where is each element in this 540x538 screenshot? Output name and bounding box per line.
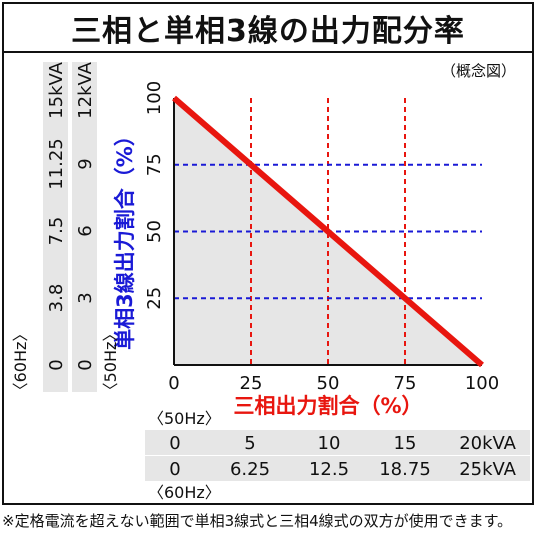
y-tick-label: 50 [144, 220, 165, 243]
left-table-cell: 6 [75, 225, 96, 236]
left-table-cell: 7.5 [46, 217, 67, 246]
table-col-bg [43, 62, 68, 392]
series-line [172, 95, 484, 368]
x-tick-label: 50 [317, 373, 340, 394]
table-row-bg [145, 456, 530, 481]
y-tick-label: 75 [144, 153, 165, 176]
left-table-cell: 3.8 [46, 284, 67, 313]
left-col-label-60hz: 〈60Hz〉 [11, 326, 30, 399]
left-table-cell: 3 [75, 292, 96, 303]
bottom-table-cell: 5 [244, 433, 255, 454]
left-table-cell: 11.25 [46, 138, 67, 190]
footnote: ※定格電流を超えない範囲で単相3線式と三相4線式の双方が使用できます。 [2, 512, 513, 530]
x-tick-label: 75 [394, 373, 417, 394]
left-table-cell: 9 [75, 158, 96, 169]
y-tick-label: 25 [144, 287, 165, 310]
bottom-table-cell: 0 [169, 433, 180, 454]
bottom-table-cell: 10 [318, 433, 341, 454]
chart-note: （概念図） [441, 62, 516, 80]
chart: （概念図）0 25 50 75 100255075100三相出力割合（%）単相3線出力割… [11, 61, 530, 502]
x-tick-label: 25 [240, 373, 263, 394]
x-axis-label: 三相出力割合（%） [233, 394, 422, 418]
bottom-row-label-60hz: 〈60Hz〉 [148, 483, 221, 502]
bottom-table-cell: 6.25 [230, 459, 270, 480]
x-tick-label: 100 [465, 373, 499, 394]
bottom-table-cell: 12.5 [309, 459, 349, 480]
bottom-table-cell: 18.75 [379, 459, 431, 480]
y-tick-label: 100 [144, 81, 165, 115]
figure-frame: 三相と単相3線の出力配分率 [2, 2, 534, 505]
left-table-cell: 15kVA [46, 61, 67, 118]
bottom-row-label-50hz: 〈50Hz〉 [148, 409, 221, 428]
bottom-table-cell: 15 [394, 433, 417, 454]
table-col-bg [72, 62, 97, 392]
title-bar: 三相と単相3線の出力配分率 [4, 4, 532, 53]
bottom-table-cell: 25kVA [459, 459, 516, 480]
bottom-table-cell: 20kVA [459, 433, 516, 454]
x-tick-label: 0 [168, 373, 179, 394]
y-axis-label: 単相3線出力割合（%） [113, 125, 137, 350]
table-row-bg [145, 430, 530, 455]
chart-title: 三相と単相3線の出力配分率 [71, 13, 465, 49]
bottom-table-cell: 0 [169, 459, 180, 480]
left-col-label-50hz: 〈50Hz〉 [101, 326, 120, 399]
left-table-cell: 0 [75, 359, 96, 370]
left-table-cell: 12kVA [75, 61, 96, 118]
left-table-cell: 0 [46, 359, 67, 370]
